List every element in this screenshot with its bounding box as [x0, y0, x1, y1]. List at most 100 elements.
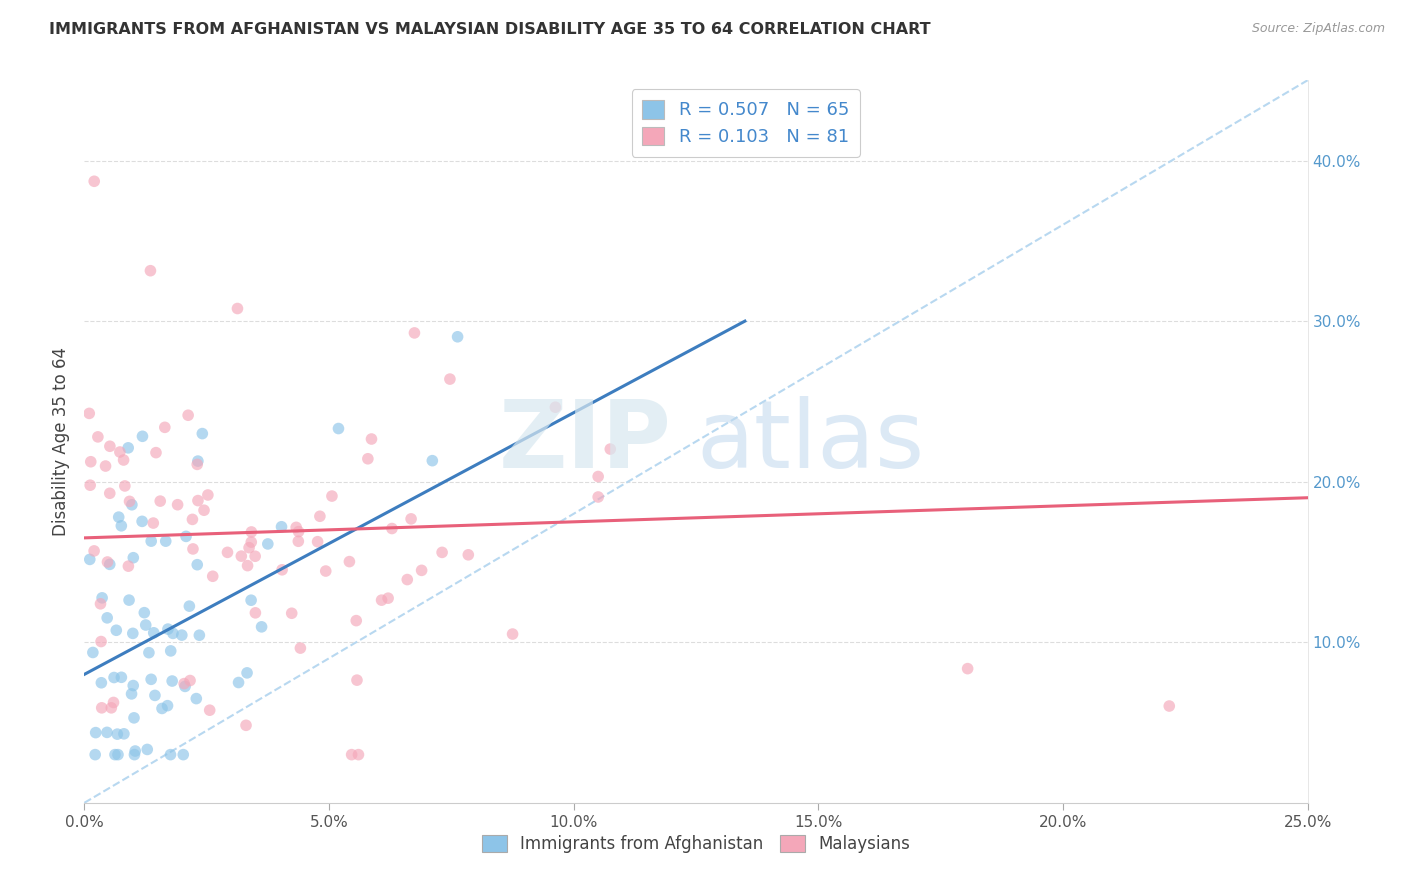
Point	[142, 516, 165, 530]
Point	[217, 545, 239, 559]
Point	[110, 518, 132, 533]
Point	[245, 606, 267, 620]
Point	[226, 301, 249, 316]
Point	[150, 701, 173, 715]
Legend: Immigrants from Afghanistan, Malaysians: Immigrants from Afghanistan, Malaysians	[475, 828, 917, 860]
Point	[98, 558, 121, 572]
Point	[181, 512, 204, 526]
Point	[96, 555, 118, 569]
Point	[121, 626, 143, 640]
Point	[105, 727, 128, 741]
Point	[307, 534, 329, 549]
Point	[114, 479, 136, 493]
Point	[411, 563, 433, 577]
Point	[186, 691, 208, 706]
Point	[240, 593, 263, 607]
Point	[94, 458, 117, 473]
Point	[96, 611, 118, 625]
Point	[79, 552, 101, 566]
Point	[170, 628, 193, 642]
Point	[122, 679, 145, 693]
Point	[290, 641, 312, 656]
Point	[360, 432, 382, 446]
Point	[153, 420, 176, 434]
Point	[79, 478, 101, 492]
Text: IMMIGRANTS FROM AFGHANISTAN VS MALAYSIAN DISABILITY AGE 35 TO 64 CORRELATION CHA: IMMIGRANTS FROM AFGHANISTAN VS MALAYSIAN…	[49, 22, 931, 37]
Point	[112, 727, 135, 741]
Y-axis label: Disability Age 35 to 64: Disability Age 35 to 64	[52, 347, 70, 536]
Point	[173, 676, 195, 690]
Point	[84, 725, 107, 739]
Point	[83, 544, 105, 558]
Point	[112, 453, 135, 467]
Point	[430, 545, 453, 559]
Point	[404, 326, 426, 340]
Point	[243, 549, 266, 564]
Point	[381, 522, 404, 536]
Point	[396, 573, 419, 587]
Point	[357, 451, 380, 466]
Point	[502, 627, 524, 641]
Point	[240, 535, 263, 549]
Text: atlas: atlas	[696, 395, 924, 488]
Point	[100, 701, 122, 715]
Point	[80, 455, 103, 469]
Point	[544, 401, 567, 415]
Point	[186, 458, 208, 472]
Point	[96, 725, 118, 739]
Point	[599, 442, 621, 456]
Point	[122, 550, 145, 565]
Point	[162, 626, 184, 640]
Point	[83, 174, 105, 188]
Point	[89, 597, 111, 611]
Point	[121, 498, 143, 512]
Point	[198, 703, 221, 717]
Point	[191, 426, 214, 441]
Point	[77, 406, 100, 420]
Point	[143, 689, 166, 703]
Point	[90, 701, 112, 715]
Point	[118, 494, 141, 508]
Point	[344, 614, 367, 628]
Point	[156, 698, 179, 713]
Point	[446, 330, 468, 344]
Point	[145, 445, 167, 459]
Point	[124, 747, 146, 762]
Point	[177, 409, 200, 423]
Text: ZIP: ZIP	[499, 395, 672, 488]
Point	[107, 510, 129, 524]
Point	[139, 263, 162, 277]
Point	[135, 618, 157, 632]
Point	[107, 747, 129, 762]
Point	[121, 687, 143, 701]
Point	[118, 593, 141, 607]
Point	[98, 439, 121, 453]
Point	[287, 524, 309, 539]
Point	[377, 591, 399, 606]
Point	[174, 529, 197, 543]
Point	[235, 718, 257, 732]
Point	[138, 646, 160, 660]
Point	[104, 747, 127, 762]
Point	[159, 644, 181, 658]
Point	[87, 430, 110, 444]
Point	[117, 441, 139, 455]
Point	[187, 454, 209, 468]
Point	[236, 558, 259, 573]
Point	[201, 569, 224, 583]
Point	[321, 489, 343, 503]
Point	[420, 453, 443, 467]
Point	[108, 445, 131, 459]
Point	[131, 429, 153, 443]
Point	[347, 747, 370, 762]
Point	[270, 520, 292, 534]
Point	[197, 488, 219, 502]
Point	[285, 520, 308, 534]
Point	[84, 747, 107, 762]
Point	[250, 620, 273, 634]
Point	[103, 696, 125, 710]
Point	[166, 498, 188, 512]
Point	[339, 555, 361, 569]
Point	[231, 549, 253, 563]
Point	[586, 469, 609, 483]
